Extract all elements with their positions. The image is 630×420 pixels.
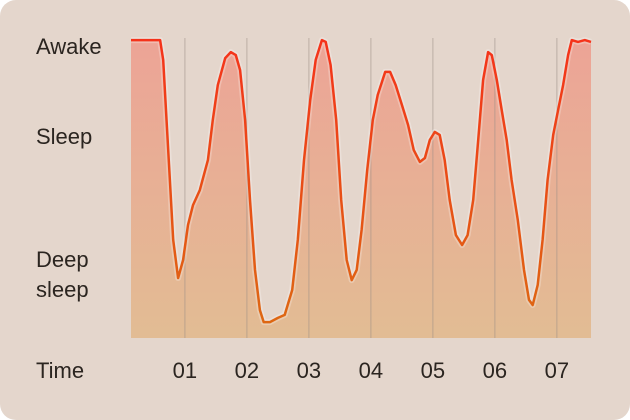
y-tick-label: Deep sleep: [36, 247, 89, 302]
y-tick-label: Sleep: [36, 124, 93, 149]
area: [131, 40, 591, 338]
y-tick-label: Awake: [36, 34, 102, 59]
x-tick-label: 03: [296, 358, 322, 383]
x-tick-label: 07: [544, 358, 570, 383]
x-axis-label: Time: [36, 358, 85, 383]
x-tick-label: 05: [420, 358, 446, 383]
x-tick-label: 04: [358, 358, 384, 383]
x-tick-label: 01: [172, 358, 198, 383]
sleep-line: [131, 38, 592, 324]
x-tick-label: 06: [482, 358, 508, 383]
x-tick-label: 02: [234, 358, 260, 383]
